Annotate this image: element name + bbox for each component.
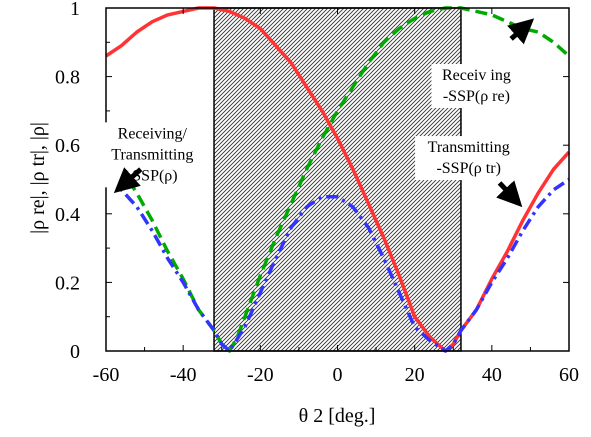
annotation-arrow xyxy=(496,180,523,208)
annotation-layer: Receiving/Transmitting-SSP(ρ) Receiv ing -… xyxy=(98,18,535,208)
axes-layer: -60 -40 -20 0 20 40 60 0 0.2 0.4 0.6 0.8 1 xyxy=(55,0,579,386)
annotation-2: Receiv ing -SSP(ρ re) xyxy=(431,18,535,109)
series-line-3 xyxy=(105,178,570,353)
y-tick-label: 1 xyxy=(70,0,80,20)
x-axis-label: θ 2 [deg.] xyxy=(299,405,376,427)
annotation-1: Receiving/Transmitting-SSP(ρ) xyxy=(98,122,206,194)
annotation-3: Transmitting -SSP(ρ tr) xyxy=(415,136,523,208)
x-tick-label: 40 xyxy=(482,364,502,386)
x-tick-label: -40 xyxy=(170,364,197,386)
x-tick-label: 60 xyxy=(559,364,579,386)
y-tick-label: 0.2 xyxy=(55,272,80,294)
x-tick-label: -20 xyxy=(247,364,274,386)
x-tick-label: -60 xyxy=(93,364,120,386)
x-tick-label: 20 xyxy=(405,364,425,386)
annotation-arrow xyxy=(507,18,535,45)
series-layer xyxy=(104,6,571,353)
annotation-text-line: Receiv ing xyxy=(442,67,511,84)
series-line-1 xyxy=(104,6,571,353)
y-tick-label: 0.4 xyxy=(55,204,80,226)
annotation-text-line: -SSP(ρ tr) xyxy=(436,160,500,177)
y-tick-label: 0.8 xyxy=(55,67,80,89)
annotation-text-line: Receiving/ xyxy=(118,125,188,142)
y-tick-label: 0.6 xyxy=(55,135,80,157)
annotation-text-line: -SSP(ρ re) xyxy=(443,88,510,105)
y-tick-label: 0 xyxy=(70,341,80,363)
annotation-text-line: Transmitting xyxy=(428,139,510,156)
annotation-arrow xyxy=(113,167,143,194)
y-axis-label: |ρ re|, |ρ tr|, |ρ| xyxy=(27,122,49,234)
x-tick-label: 0 xyxy=(333,364,343,386)
annotation-backdrop xyxy=(415,136,523,181)
annotation-text-line: Transmitting xyxy=(111,146,193,163)
annotation-backdrop xyxy=(431,64,522,109)
